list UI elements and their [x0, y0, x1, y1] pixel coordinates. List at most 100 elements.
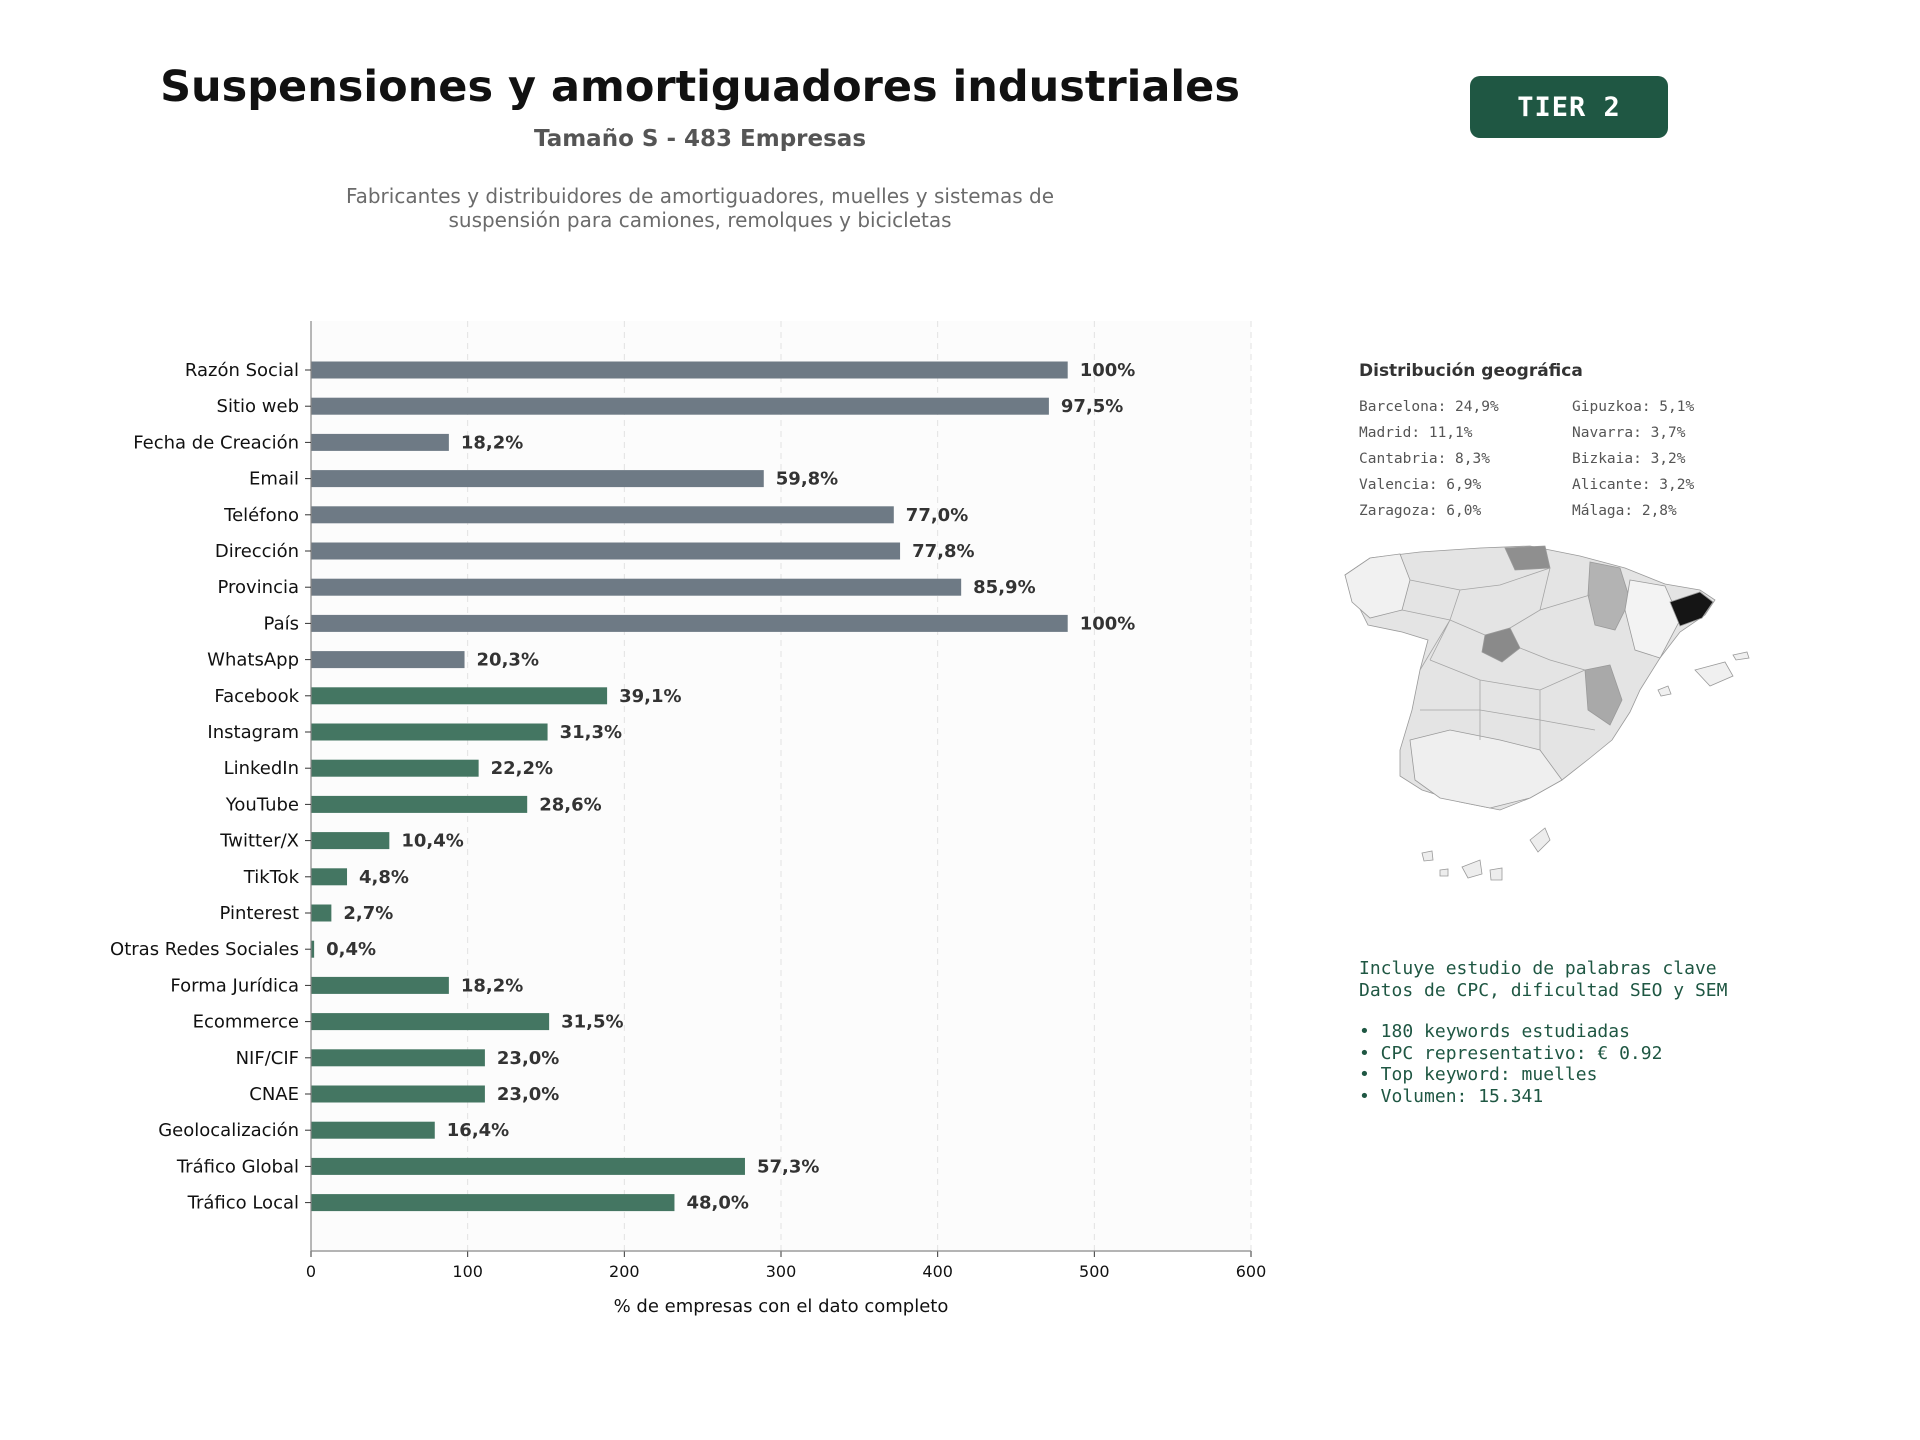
data-label: 31,3% [560, 722, 622, 743]
map-borders [1401, 567, 1596, 750]
spain-map [1344, 545, 1750, 881]
geo-distribution-list: Barcelona: 24,9% Gipuzkoa: 5,1% Madrid: … [1359, 398, 1785, 520]
geo-item: Gipuzkoa: 5,1% [1572, 399, 1695, 415]
map-region-barcelona [1669, 591, 1714, 627]
data-label: 23,0% [497, 1048, 559, 1069]
data-label: 77,0% [906, 505, 968, 526]
category-label: Teléfono [223, 505, 299, 526]
keywords-line-1: Incluye estudio de palabras clave [1359, 958, 1717, 979]
map-region-aragon [1624, 579, 1681, 659]
x-tick-label: 200 [609, 1262, 640, 1281]
geo-item: Zaragoza: 6,0% [1359, 503, 1482, 519]
category-label: Ecommerce [193, 1012, 299, 1033]
map-region-menorca [1732, 651, 1750, 661]
data-label: 59,8% [776, 469, 838, 490]
bar [311, 506, 894, 524]
keyword-bullet: • CPC representativo: € 0.92 [1359, 1042, 1663, 1064]
bar [311, 940, 315, 958]
geo-item: Navarra: 3,7% [1572, 425, 1686, 441]
bar [311, 470, 764, 488]
x-tick-label: 100 [452, 1262, 483, 1281]
geo-item: Madrid: 11,1% [1359, 425, 1473, 441]
data-label: 31,5% [561, 1012, 623, 1033]
geo-item: Barcelona: 24,9% [1359, 399, 1499, 415]
data-label: 0,4% [326, 939, 376, 960]
bar [311, 651, 465, 669]
data-label: 100% [1080, 613, 1136, 634]
keyword-bullet: • Volumen: 15.341 [1359, 1085, 1544, 1107]
data-label: 85,9% [973, 577, 1035, 598]
category-label: País [264, 613, 299, 634]
bar [311, 1049, 485, 1067]
bar [311, 976, 449, 994]
keywords-panel: Incluye estudio de palabras clave Datos … [1359, 958, 1727, 1107]
map-region-valencia [1584, 664, 1623, 726]
data-label: 48,0% [686, 1193, 748, 1214]
data-label: 23,0% [497, 1084, 559, 1105]
bar [311, 1157, 745, 1175]
category-label: YouTube [225, 794, 299, 815]
bar [311, 1085, 485, 1103]
data-label: 16,4% [447, 1120, 509, 1141]
data-label: 4,8% [359, 867, 409, 888]
map-region-navarra [1587, 561, 1631, 631]
category-label: Otras Redes Sociales [110, 939, 299, 960]
bar [311, 904, 332, 922]
category-label: Email [249, 469, 299, 490]
x-tick-label: 400 [922, 1262, 953, 1281]
category-label: Pinterest [219, 903, 299, 924]
category-label: Forma Jurídica [170, 975, 299, 996]
map-region-ibiza [1657, 685, 1672, 697]
data-label: 18,2% [461, 975, 523, 996]
geo-item: Valencia: 6,9% [1359, 477, 1482, 493]
bar [311, 832, 390, 850]
x-tick-label: 0 [306, 1262, 316, 1281]
category-label: Tráfico Global [176, 1156, 299, 1177]
bar [311, 687, 608, 705]
map-region-mallorca [1694, 661, 1734, 687]
chart-grid [310, 321, 1252, 1251]
category-label: Sitio web [217, 396, 299, 417]
map-region-canary-1 [1461, 859, 1483, 879]
geo-item: Cantabria: 8,3% [1359, 451, 1490, 467]
category-label: TikTok [243, 867, 300, 888]
x-tick-label: 500 [1079, 1262, 1110, 1281]
bar [311, 1013, 550, 1031]
bar [311, 759, 479, 777]
category-label: Tráfico Local [187, 1193, 299, 1214]
x-tick-label: 600 [1236, 1262, 1267, 1281]
data-label: 18,2% [461, 432, 523, 453]
data-label: 39,1% [619, 686, 681, 707]
x-axis-label: % de empresas con el dato completo [614, 1296, 949, 1317]
keyword-bullet: • Top keyword: muelles [1359, 1064, 1598, 1085]
category-label: Facebook [214, 686, 299, 707]
description-line-2: suspensión para camiones, remolques y bi… [448, 208, 952, 232]
bar [311, 578, 962, 596]
bar [311, 361, 1068, 379]
bar [311, 433, 449, 451]
category-label: Provincia [217, 577, 299, 598]
data-label: 77,8% [912, 541, 974, 562]
data-label: 97,5% [1061, 396, 1123, 417]
bar [311, 723, 548, 741]
completeness-bar-chart: 100% 97,5% 18,2% 59,8% 77,0% 77,8% 85,9% 100% 20… [110, 321, 1267, 1317]
data-label: 2,7% [343, 903, 393, 924]
keyword-bullet: • 180 keywords estudiadas [1359, 1021, 1630, 1042]
map-region-canary-2 [1489, 867, 1503, 881]
page-description: Fabricantes y distribuidores de amortigu… [290, 184, 1110, 232]
page-title: Suspensiones y amortiguadores industrial… [160, 62, 1240, 112]
map-region-galicia [1344, 553, 1411, 619]
category-label: Fecha de Creación [133, 432, 299, 453]
category-label: Razón Social [185, 360, 299, 381]
map-region-madrid [1481, 627, 1521, 663]
description-line-1: Fabricantes y distribuidores de amortigu… [345, 184, 1055, 208]
category-label: NIF/CIF [236, 1048, 299, 1069]
bar [311, 1194, 675, 1212]
category-label: Twitter/X [219, 831, 299, 852]
bar [311, 795, 528, 813]
bar [311, 614, 1068, 632]
geo-item: Alicante: 3,2% [1572, 477, 1695, 493]
bar [311, 397, 1049, 415]
keywords-line-2: Datos de CPC, dificultad SEO y SEM [1359, 979, 1728, 1001]
geo-item: Bizkaia: 3,2% [1572, 451, 1686, 467]
